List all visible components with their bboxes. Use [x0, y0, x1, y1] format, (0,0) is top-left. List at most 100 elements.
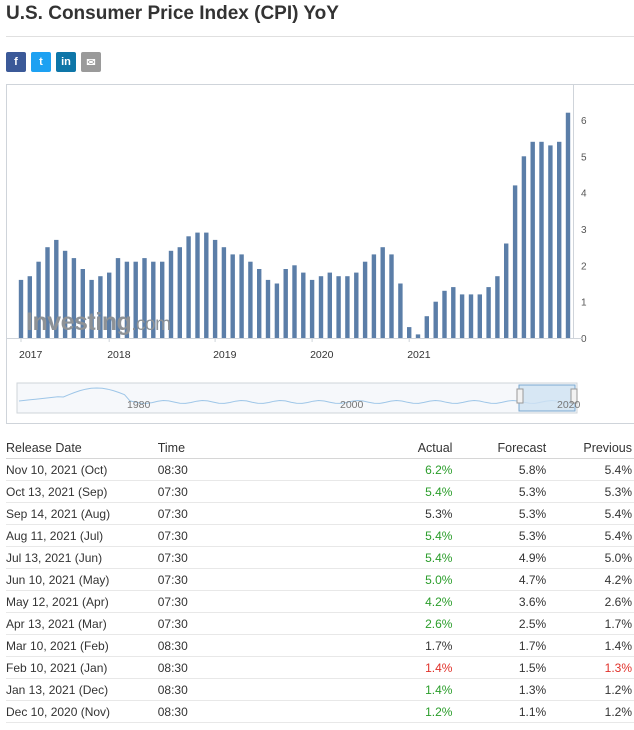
- forecast-cell: 5.8%: [452, 458, 547, 481]
- chart-bar: [398, 283, 403, 338]
- forecast-cell: 5.3%: [452, 502, 547, 525]
- table-body: Nov 10, 2021 (Oct) 08:30 6.2% 5.8% 5.4% Oct 1…: [6, 458, 634, 723]
- release-date-cell: May 12, 2021 (Apr): [6, 590, 158, 613]
- actual-cell: 1.2%: [317, 700, 453, 723]
- y-tick-label: 6: [581, 116, 587, 127]
- release-date-cell: Jul 13, 2021 (Jun): [6, 546, 158, 569]
- chart-bar: [327, 272, 332, 338]
- table-row: Mar 10, 2021 (Feb) 08:30 1.7% 1.7% 1.4%: [6, 634, 634, 657]
- chart-bar: [433, 301, 438, 338]
- previous-cell: 1.2%: [546, 678, 634, 701]
- release-date-cell: Dec 10, 2020 (Nov): [6, 700, 158, 723]
- navigator: 1980 2000 2020: [16, 382, 581, 414]
- time-cell: 07:30: [157, 524, 318, 547]
- chart-bar: [160, 261, 165, 338]
- y-tick-label: 0: [581, 334, 587, 345]
- chart-bar: [539, 141, 544, 338]
- release-date-cell: Apr 13, 2021 (Mar): [6, 612, 158, 635]
- actual-cell: 1.7%: [317, 634, 453, 657]
- chart-bar: [354, 272, 359, 338]
- chart-bar: [142, 258, 147, 338]
- share-bar: f t in ✉: [6, 52, 106, 72]
- x-tick-label: 2021: [407, 349, 431, 361]
- chart-bar: [62, 250, 68, 338]
- time-cell: 08:30: [157, 634, 318, 657]
- chart-bar: [548, 145, 553, 338]
- email-share-button[interactable]: ✉: [81, 52, 101, 72]
- linkedin-icon: in: [61, 56, 71, 68]
- chart-bar: [274, 283, 280, 338]
- chart-bar: [248, 261, 253, 338]
- previous-cell: 5.0%: [546, 546, 634, 569]
- facebook-icon: f: [14, 56, 18, 68]
- cpi-bar-chart[interactable]: 2017 2018 2019 2020 2021 0 1 2 3 4 5 6 1980 2000 202…: [7, 85, 634, 425]
- navigator-handle-right: [570, 388, 578, 404]
- bar-series: [18, 112, 571, 338]
- previous-cell: 5.4%: [546, 502, 634, 525]
- previous-cell: 5.3%: [546, 480, 634, 503]
- table-row: Jan 13, 2021 (Dec) 08:30 1.4% 1.3% 1.2%: [6, 678, 634, 701]
- chart-bar: [98, 276, 103, 338]
- chart-bar: [124, 261, 130, 338]
- actual-cell: 5.3%: [317, 502, 453, 525]
- actual-cell: 5.4%: [317, 480, 453, 503]
- header-release-date[interactable]: Release Date: [6, 437, 158, 459]
- previous-cell: 1.3%: [546, 656, 634, 679]
- release-date-cell: Jun 10, 2021 (May): [6, 568, 158, 591]
- table-row: Aug 11, 2021 (Jul) 07:30 5.4% 5.3% 5.4%: [6, 524, 634, 547]
- chart-bar: [257, 269, 262, 338]
- facebook-share-button[interactable]: f: [6, 52, 26, 72]
- header-actual[interactable]: Actual: [317, 437, 453, 459]
- table-row: May 12, 2021 (Apr) 07:30 4.2% 3.6% 2.6%: [6, 590, 634, 613]
- previous-cell: 5.4%: [546, 524, 634, 547]
- chart-bar: [212, 239, 218, 338]
- chart-bar: [415, 334, 421, 338]
- time-cell: 08:30: [157, 678, 318, 701]
- twitter-share-button[interactable]: t: [31, 52, 51, 72]
- chart-bar: [530, 141, 535, 338]
- chart-bar: [115, 258, 121, 338]
- chart-bar: [389, 254, 394, 338]
- chart-bar: [309, 279, 315, 338]
- y-tick-label: 3: [581, 225, 587, 236]
- chart-bar: [195, 232, 200, 338]
- table-row: Jun 10, 2021 (May) 07:30 5.0% 4.7% 4.2%: [6, 568, 634, 591]
- release-date-cell: Oct 13, 2021 (Sep): [6, 480, 158, 503]
- forecast-cell: 4.7%: [452, 568, 547, 591]
- chart-bar: [54, 239, 59, 338]
- navigator-label: 1980: [127, 399, 151, 411]
- chart-bar: [133, 261, 138, 338]
- forecast-cell: 2.5%: [452, 612, 547, 635]
- previous-cell: 1.2%: [546, 700, 634, 723]
- previous-cell: 4.2%: [546, 568, 634, 591]
- chart-bar: [371, 254, 377, 338]
- y-tick-label: 5: [581, 152, 587, 163]
- chart-bar: [45, 247, 50, 338]
- x-tick-label: 2017: [19, 349, 43, 361]
- investing-watermark: Investing.com: [26, 308, 171, 337]
- actual-cell: 6.2%: [317, 458, 453, 481]
- chart-bar: [27, 276, 32, 338]
- chart-bar: [477, 294, 482, 338]
- chart-bar: [18, 279, 24, 338]
- actual-cell: 4.2%: [317, 590, 453, 613]
- x-tick-label: 2018: [107, 349, 131, 361]
- previous-cell: 5.4%: [546, 458, 634, 481]
- chart-bar: [186, 236, 191, 338]
- y-tick-label: 2: [581, 261, 587, 272]
- release-date-cell: Sep 14, 2021 (Aug): [6, 502, 158, 525]
- linkedin-share-button[interactable]: in: [56, 52, 76, 72]
- header-forecast[interactable]: Forecast: [452, 437, 547, 459]
- release-table: Release Date Time Actual Forecast Previo…: [6, 437, 634, 723]
- header-time[interactable]: Time: [157, 437, 318, 459]
- time-cell: 07:30: [157, 568, 318, 591]
- header-previous[interactable]: Previous: [546, 437, 634, 459]
- x-axis-labels: 2017 2018 2019 2020 2021: [19, 338, 431, 361]
- chart-bar: [512, 185, 518, 338]
- navigator-selection: [518, 384, 576, 412]
- time-cell: 08:30: [157, 700, 318, 723]
- time-cell: 07:30: [157, 612, 318, 635]
- chart-bar: [221, 247, 227, 338]
- forecast-cell: 5.3%: [452, 480, 547, 503]
- time-cell: 07:30: [157, 546, 318, 569]
